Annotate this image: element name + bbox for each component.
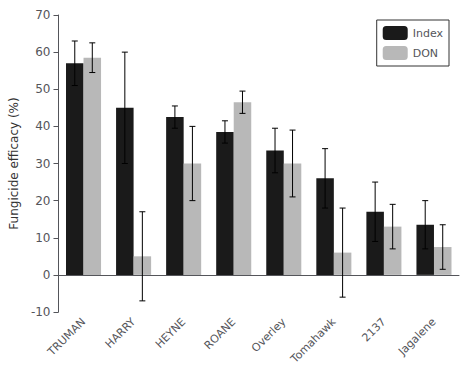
svg-text:Overley: Overley xyxy=(249,315,289,355)
svg-text:Jagalene: Jagalene xyxy=(395,315,438,358)
svg-text:Tomahawk: Tomahawk xyxy=(287,315,338,366)
svg-text:70: 70 xyxy=(35,8,50,22)
svg-text:HARRY: HARRY xyxy=(103,315,139,351)
svg-text:TRUMAN: TRUMAN xyxy=(45,315,89,359)
svg-text:Index: Index xyxy=(413,27,444,40)
svg-text:10: 10 xyxy=(35,231,50,245)
svg-text:60: 60 xyxy=(35,45,50,59)
svg-text:40: 40 xyxy=(35,119,50,133)
svg-text:2137: 2137 xyxy=(360,315,389,344)
svg-text:50: 50 xyxy=(35,82,50,96)
svg-text:Fungicide efficacy (%): Fungicide efficacy (%) xyxy=(7,97,21,229)
svg-text:0: 0 xyxy=(43,268,51,282)
svg-text:DON: DON xyxy=(413,47,438,60)
svg-text:-10: -10 xyxy=(31,305,51,319)
svg-text:HEYNE: HEYNE xyxy=(153,315,188,350)
svg-text:20: 20 xyxy=(35,194,50,208)
svg-text:30: 30 xyxy=(35,157,50,171)
svg-text:ROANE: ROANE xyxy=(202,315,239,352)
